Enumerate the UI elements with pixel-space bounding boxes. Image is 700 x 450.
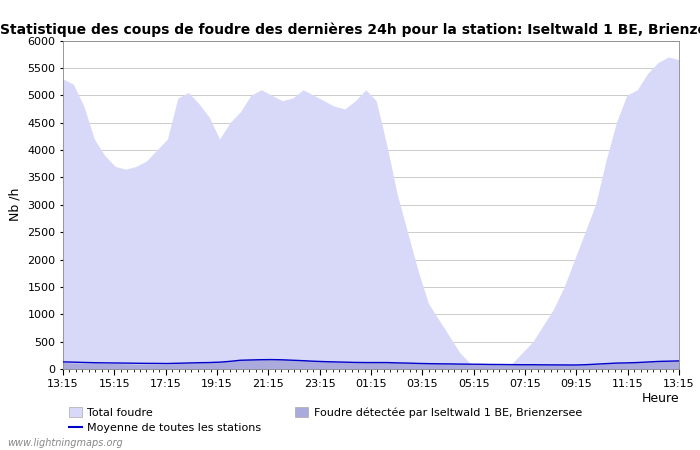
Legend: Total foudre, Moyenne de toutes les stations, Foudre détectée par Iseltwald 1 BE: Total foudre, Moyenne de toutes les stat… xyxy=(69,407,582,433)
Text: www.lightningmaps.org: www.lightningmaps.org xyxy=(7,438,122,448)
Text: Heure: Heure xyxy=(641,392,679,405)
Y-axis label: Nb /h: Nb /h xyxy=(8,188,22,221)
Title: Statistique des coups de foudre des dernières 24h pour la station: Iseltwald 1 B: Statistique des coups de foudre des dern… xyxy=(1,22,700,36)
